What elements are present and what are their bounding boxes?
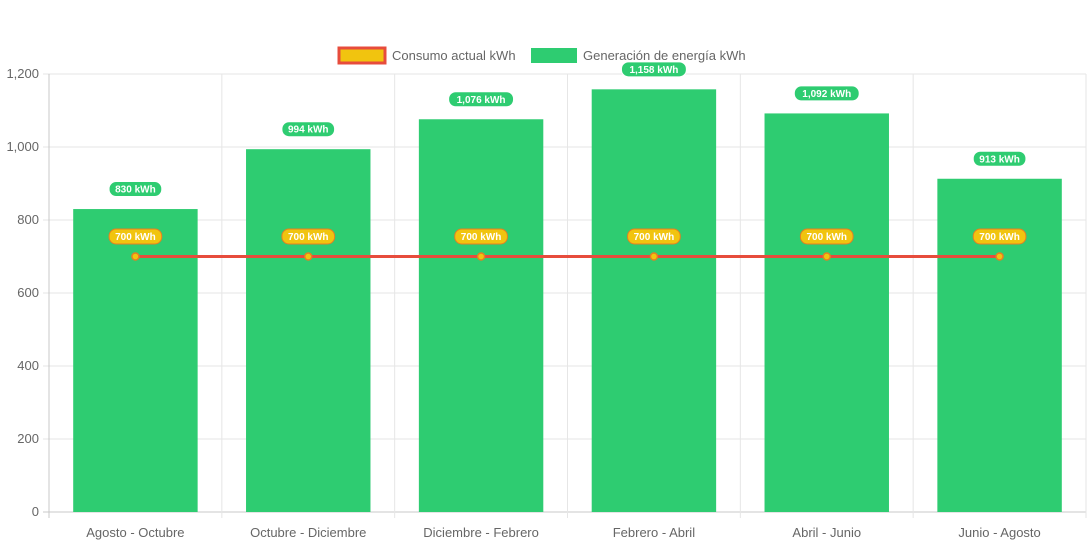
bar: [418, 119, 544, 512]
bar-value-label: 1,158 kWh: [629, 65, 678, 76]
y-tick-label: 400: [17, 358, 39, 373]
legend-label-generacion: Generación de energía kWh: [583, 48, 746, 63]
bar-value-label-bg: [448, 91, 515, 108]
line-value-label-bg: [799, 228, 854, 245]
line-point: [131, 252, 140, 261]
bar-value-label-bg: [281, 121, 336, 138]
x-tick-label: Diciembre - Febrero: [423, 525, 539, 540]
line-point: [822, 252, 831, 261]
bar-value-label: 913 kWh: [979, 154, 1020, 165]
x-tick-label: Junio - Agosto: [958, 525, 1040, 540]
line-value-label-bg: [281, 228, 336, 245]
y-tick-label: 1,000: [6, 139, 39, 154]
grid: [43, 73, 1087, 518]
line-value-label-bg: [454, 228, 508, 245]
line-point: [649, 252, 659, 261]
line-point: [995, 252, 1004, 261]
bar-value-label: 830 kWh: [115, 185, 156, 196]
line-point: [304, 252, 313, 261]
bar: [591, 89, 717, 512]
y-tick-label: 200: [17, 431, 39, 446]
bar: [246, 149, 371, 512]
y-tick-label: 800: [17, 212, 39, 227]
line-value-label-bg: [627, 228, 681, 245]
line-value-label: 700 kWh: [461, 232, 502, 243]
y-tick-label: 600: [17, 285, 39, 300]
line-value-label: 700 kWh: [979, 232, 1020, 243]
consumption-line: [131, 252, 1004, 261]
line-value-label: 700 kWh: [634, 232, 675, 243]
bar: [764, 113, 889, 513]
bar-value-label: 1,076 kWh: [457, 95, 506, 106]
x-tick-label: Abril - Junio: [792, 525, 861, 540]
bar-value-label-bg: [793, 85, 860, 102]
bar-value-label-bg: [620, 61, 687, 78]
legend-label-consumo: Consumo actual kWh: [392, 48, 516, 63]
legend: Consumo actual kWh Generación de energía…: [337, 46, 746, 65]
legend-swatch-consumo: [337, 46, 387, 65]
line-value-label-bg: [108, 228, 163, 245]
y-tick-label: 0: [32, 504, 39, 519]
bar-value-label: 994 kWh: [288, 125, 329, 136]
data-labels: 830 kWh 994 kWh 1,076 kWh 1,158 kWh 1,092 kW…: [108, 61, 1027, 245]
bar-value-label: 1,092 kWh: [802, 89, 851, 100]
line-value-label-bg: [972, 228, 1027, 245]
bar-value-label-bg: [972, 150, 1027, 167]
line-value-label: 700 kWh: [288, 232, 329, 243]
legend-swatch-generacion: [531, 48, 577, 63]
line-point: [476, 252, 486, 261]
x-tick-label: Febrero - Abril: [613, 525, 695, 540]
bar-value-label-bg: [108, 181, 163, 198]
line-value-label: 700 kWh: [806, 232, 847, 243]
y-tick-label: 1,200: [6, 66, 39, 81]
axis-ticks: 0 200 400 600 800 1,000 1,200 Agosto - Octubre O…: [6, 66, 1040, 540]
line-value-label: 700 kWh: [115, 232, 156, 243]
x-tick-label: Agosto - Octubre: [86, 525, 184, 540]
x-tick-label: Octubre - Diciembre: [250, 525, 366, 540]
